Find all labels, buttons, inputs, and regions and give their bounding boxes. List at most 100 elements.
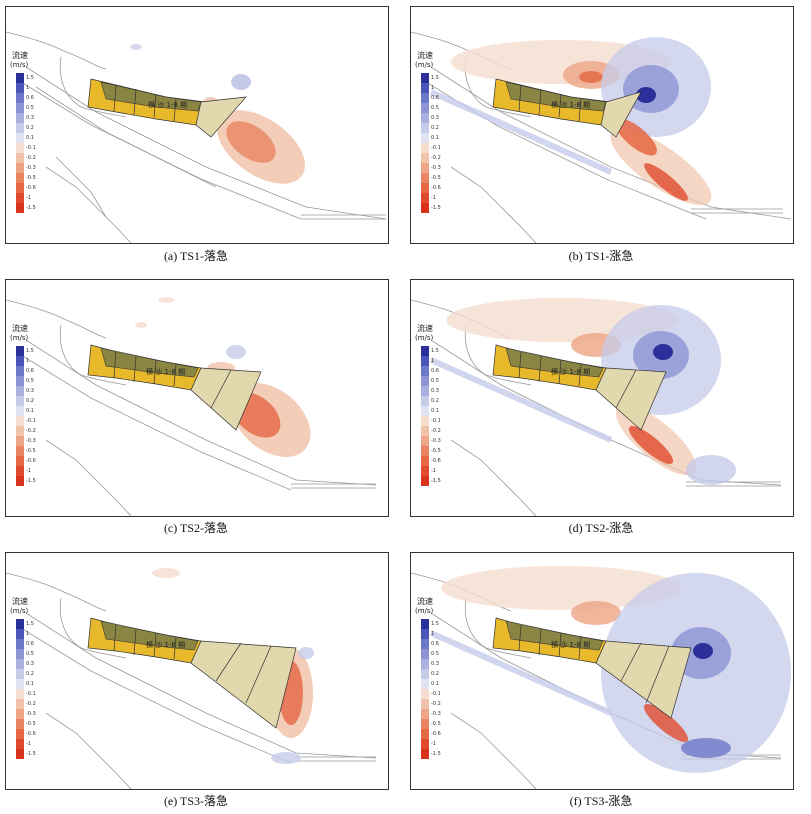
legend-swatch <box>16 143 24 153</box>
legend-swatch <box>421 143 429 153</box>
legend-swatch <box>421 639 429 649</box>
legend-label: 1.5 <box>26 348 34 354</box>
legend-title: 流速 <box>417 324 433 333</box>
legend-label: -0.6 <box>26 458 36 464</box>
legend-label: 0.5 <box>26 105 34 111</box>
legend-title: 流速 <box>12 597 28 606</box>
legend-swatch <box>16 629 24 639</box>
coastline <box>6 572 377 789</box>
legend-swatch <box>421 659 429 669</box>
legend-unit: (m/s) <box>10 61 29 69</box>
legend-label: -0.5 <box>431 175 441 181</box>
legend-label: 0.5 <box>431 651 439 657</box>
legend-swatch <box>421 619 429 629</box>
legend-label: -1.5 <box>431 478 441 484</box>
legend-label: -0.3 <box>26 438 36 444</box>
legend-swatch <box>16 619 24 629</box>
legend-label: -0.6 <box>431 185 441 191</box>
legend-swatch <box>421 416 429 426</box>
legend-labels: 1.5 1 0.6 0.5 0.3 0.2 0.1 -0.1 -0.2 -0.3… <box>431 73 441 213</box>
legend-label: -0.1 <box>431 691 441 697</box>
legend-swatch <box>421 649 429 659</box>
legend-swatch <box>421 396 429 406</box>
legend-swatch <box>16 346 24 356</box>
current-plume-flood <box>429 298 736 485</box>
island-label: 横 沙 1-8 期 <box>551 100 590 109</box>
legend-swatch <box>16 466 24 476</box>
legend-swatch <box>421 476 429 486</box>
map-panel-a: 横 沙 1-8 期 流速 (m/s) 1.5 1 0.6 0.5 0.3 <box>5 6 389 244</box>
island-polygon <box>492 344 667 431</box>
legend-title: 流速 <box>12 51 28 60</box>
legend-label: -1 <box>431 195 436 201</box>
legend-label: -0.3 <box>431 438 441 444</box>
legend-label: 1 <box>431 631 435 637</box>
legend-swatch <box>421 173 429 183</box>
legend-swatch <box>421 679 429 689</box>
legend-swatch <box>16 73 24 83</box>
legend-label: 0.2 <box>431 671 439 677</box>
legend-label: -0.1 <box>431 145 441 151</box>
legend-label: -0.6 <box>26 185 36 191</box>
legend-label: 0.1 <box>431 681 439 687</box>
legend-label: -0.1 <box>26 145 36 151</box>
legend-swatch <box>16 739 24 749</box>
legend-swatch <box>421 346 429 356</box>
legend-label: -1.5 <box>26 478 36 484</box>
legend-swatch <box>16 669 24 679</box>
legend-label: -0.1 <box>26 418 36 424</box>
flow-map-e: 横 沙 1-8 期 <box>6 568 377 789</box>
coastline <box>6 31 387 243</box>
legend-label: 1 <box>26 85 30 91</box>
legend-label: -0.1 <box>26 691 36 697</box>
legend-swatch <box>16 426 24 436</box>
legend-swatch <box>421 203 429 213</box>
caption-c: (c) TS2-落急 <box>163 521 229 535</box>
legend-label: -0.2 <box>26 701 36 707</box>
legend-unit: (m/s) <box>10 607 29 615</box>
map-panel-f: 横 沙 1-8 期 流速 (m/s) 1.5 1 0.6 0.5 0.3 <box>410 552 794 790</box>
legend-color-bar <box>421 346 429 486</box>
legend-swatch <box>16 113 24 123</box>
legend-swatch <box>421 376 429 386</box>
legend-labels: 1.5 1 0.6 0.5 0.3 0.2 0.1 -0.1 -0.2 -0.3… <box>26 73 36 213</box>
legend-swatch <box>16 679 24 689</box>
legend-swatch <box>16 649 24 659</box>
legend-label: -0.5 <box>26 448 36 454</box>
legend-swatch <box>421 739 429 749</box>
legend-swatch <box>421 183 429 193</box>
legend-swatch <box>16 163 24 173</box>
legend-swatch <box>421 386 429 396</box>
legend-label: 0.3 <box>431 388 439 394</box>
legend-label: 1.5 <box>431 621 439 627</box>
legend-title: 流速 <box>417 597 433 606</box>
legend-labels: 1.5 1 0.6 0.5 0.3 0.2 0.1 -0.1 -0.2 -0.3… <box>431 346 441 486</box>
island-label: 横 沙 1-8 期 <box>551 367 590 376</box>
map-panel-b: 横 沙 1-8 期 流速 (m/s) 1.5 1 0.6 0.5 0.3 <box>410 6 794 244</box>
legend-label: 0.5 <box>431 378 439 384</box>
caption-f: (f) TS3-涨急 <box>569 794 633 808</box>
legend-swatch <box>16 406 24 416</box>
legend-swatch <box>421 366 429 376</box>
legend-color-bar <box>16 73 24 213</box>
velocity-legend: 流速 (m/s) 1.5 1 0.6 0.5 0.3 0.2 0.1 <box>413 597 445 787</box>
map-panel-c: 横 沙 1-8 期 流速 (m/s) 1.5 1 0.6 0.5 0.3 <box>5 279 389 517</box>
legend-swatch <box>16 456 24 466</box>
legend-swatch <box>421 153 429 163</box>
legend-label: 0.6 <box>431 641 439 647</box>
map-panel-e: 横 沙 1-8 期 流速 (m/s) 1.5 1 0.6 0.5 0.3 <box>5 552 389 790</box>
legend-swatch <box>421 93 429 103</box>
legend-swatch <box>421 356 429 366</box>
legend-label: -1 <box>26 468 31 474</box>
legend-label: -1.5 <box>431 205 441 211</box>
legend-color-bar <box>16 619 24 759</box>
legend-label: 1.5 <box>26 621 34 627</box>
flow-map-a: 横 沙 1-8 期 <box>6 31 387 243</box>
legend-label: 1.5 <box>431 348 439 354</box>
legend-label: 0.6 <box>431 368 439 374</box>
legend-label: -0.5 <box>431 448 441 454</box>
legend-swatch <box>421 123 429 133</box>
legend-label: 1.5 <box>26 75 34 81</box>
legend-label: 0.6 <box>431 95 439 101</box>
legend-label: -0.5 <box>431 721 441 727</box>
